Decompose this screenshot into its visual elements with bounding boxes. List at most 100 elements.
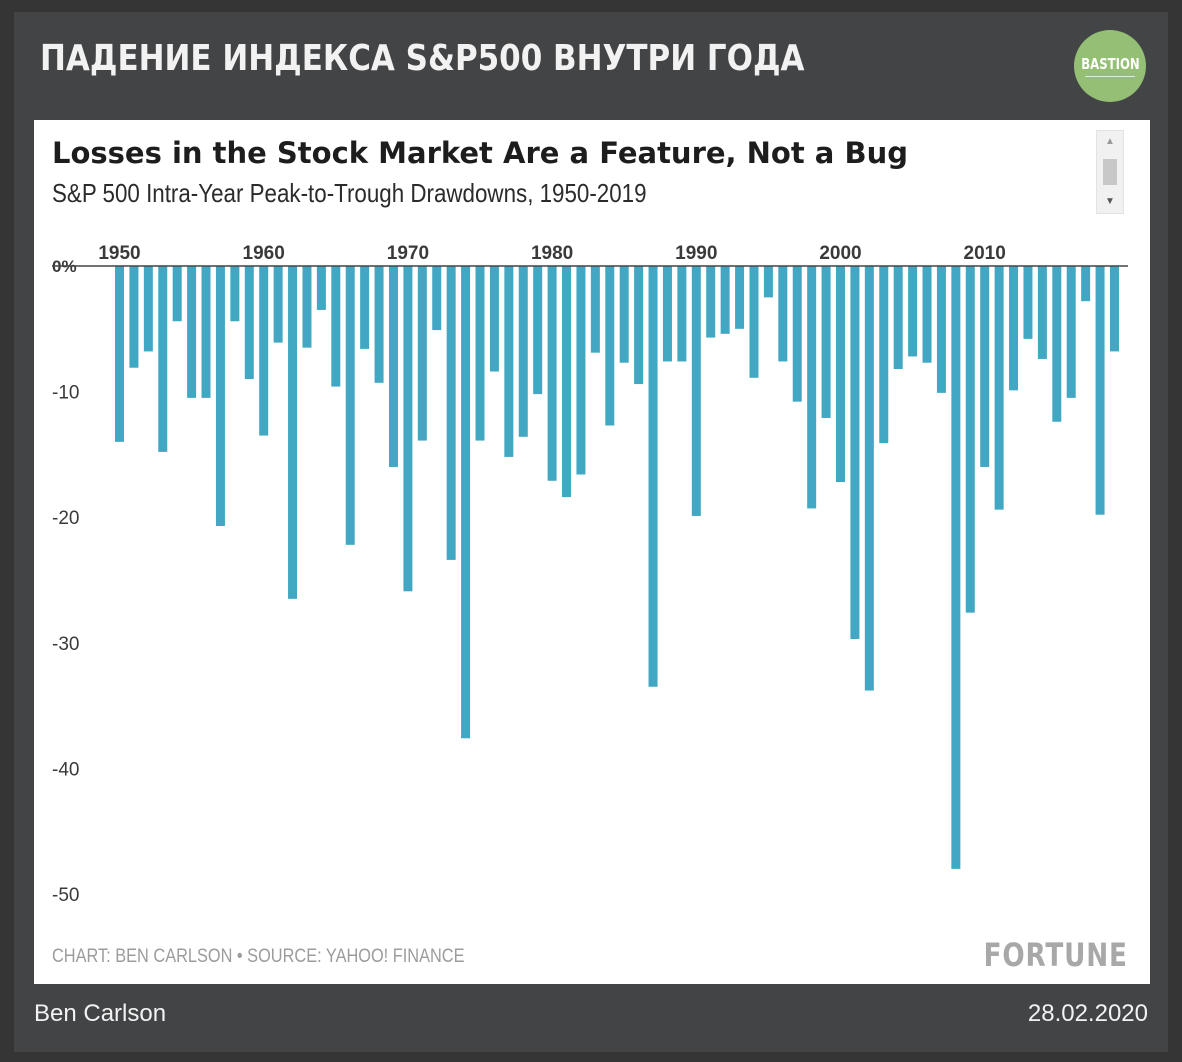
bar-1958 [230,266,240,322]
bar-2019 [1109,266,1119,352]
bar-1965 [331,266,341,387]
x-tick-label: 1970 [387,243,429,264]
bar-2011 [994,266,1004,510]
x-tick-label: 2000 [819,243,861,264]
x-tick-label: 2010 [964,243,1006,264]
bar-1991 [706,266,716,338]
bastion-logo: BASTION [1074,30,1146,102]
y-tick-label: -30 [52,634,79,655]
bar-1982 [576,266,586,475]
bar-1988 [662,266,672,362]
bar-1990 [691,266,701,516]
bar-1956 [201,266,211,398]
x-ticks-group: 1950 1960 1970 1980 1990 2000 2010 [98,243,1005,264]
bar-2008 [951,266,961,869]
bar-1995 [763,266,773,298]
bar-1998 [807,266,817,509]
y-tick-label: -10 [52,383,79,404]
bar-1973 [446,266,456,560]
bar-1969 [388,266,398,467]
bar-1999 [821,266,831,418]
chart-card: 0% -10 -20 -30 -40 -50 1950 1960 1970 1980 1990 20… [34,120,1150,984]
logo-text: BASTION [1080,55,1140,73]
bar-2012 [1009,266,1019,391]
bar-1953 [158,266,168,452]
bar-1983 [590,266,600,353]
bar-1980 [547,266,557,481]
bar-2001 [850,266,860,640]
bar-1985 [619,266,629,363]
bar-1996 [778,266,788,362]
bar-1964 [316,266,326,310]
x-tick-label: 1960 [243,243,285,264]
bar-2015 [1052,266,1062,422]
chart-credit: CHART: BEN CARLSON • SOURCE: YAHOO! FINA… [52,946,465,967]
bar-2006 [922,266,932,363]
bar-2000 [836,266,845,483]
bar-2002 [864,266,874,691]
bar-1972 [432,266,442,331]
bar-1981 [562,266,572,498]
bar-1986 [634,266,644,385]
bar-2009 [965,266,975,613]
bar-2013 [1023,266,1033,339]
bar-2007 [936,266,946,393]
bar-1966 [345,266,355,545]
bar-1979 [533,266,543,395]
bar-1997 [792,266,802,402]
bar-1994 [749,266,759,378]
bar-1971 [417,266,427,441]
bar-1970 [403,266,413,592]
bar-1978 [518,266,528,437]
y-tick-label: -50 [52,885,79,906]
bars-group [115,266,1119,869]
x-tick-label: 1950 [98,243,140,264]
bar-1989 [677,266,687,362]
bar-1959 [244,266,254,380]
scroll-up-icon[interactable]: ▲ [1105,136,1115,147]
y-ticks-group: 0%-10-20-30-40-50 [52,257,79,906]
bar-1976 [489,266,499,372]
bar-1977 [504,266,514,457]
bar-1992 [720,266,730,334]
x-tick-label: 1980 [531,243,573,264]
bar-2017 [1081,266,1091,302]
bar-1993 [735,266,745,329]
fortune-logo: FORTUNE [983,936,1128,974]
bar-1975 [475,266,485,441]
bar-1951 [129,266,139,368]
bar-1967 [360,266,370,349]
bar-2016 [1066,266,1076,398]
scroll-thumb[interactable] [1103,159,1117,185]
scroll-down-icon[interactable]: ▼ [1105,196,1115,207]
bar-1952 [143,266,153,352]
bar-2003 [879,266,889,444]
bar-1974 [461,266,471,739]
y-tick-label: -20 [52,508,79,529]
bar-1968 [374,266,384,383]
chart-title: Losses in the Stock Market Are a Feature… [52,136,908,170]
logo-divider [1085,76,1135,77]
scrollbar[interactable]: ▲ ▼ [1096,130,1124,214]
page-title: ПАДЕНИЕ ИНДЕКСА S&P500 ВНУТРИ ГОДА [40,38,805,79]
bar-1963 [302,266,312,348]
bar-1957 [215,266,225,526]
date-label: 28.02.2020 [1027,1000,1148,1027]
bar-2018 [1095,266,1105,515]
bar-1984 [605,266,615,426]
bar-1955 [187,266,197,398]
bar-2004 [893,266,903,369]
y-tick-label: -40 [52,759,79,780]
author-label: Ben Carlson [34,1000,167,1027]
bar-1961 [273,266,283,343]
frame: ПАДЕНИЕ ИНДЕКСА S&P500 ВНУТРИ ГОДА BASTI… [14,12,1168,1052]
bar-1962 [288,266,298,599]
x-tick-label: 1990 [675,243,717,264]
bar-2010 [980,266,990,467]
chart-subtitle: S&P 500 Intra-Year Peak-to-Trough Drawdo… [52,178,647,208]
bar-2014 [1037,266,1047,359]
bar-1960 [259,266,269,436]
bar-2005 [908,266,918,357]
chart-svg: 0%-10-20-30-40-50 1950 1960 1970 1980 1990 20… [52,243,1128,906]
bar-1987 [648,266,658,687]
